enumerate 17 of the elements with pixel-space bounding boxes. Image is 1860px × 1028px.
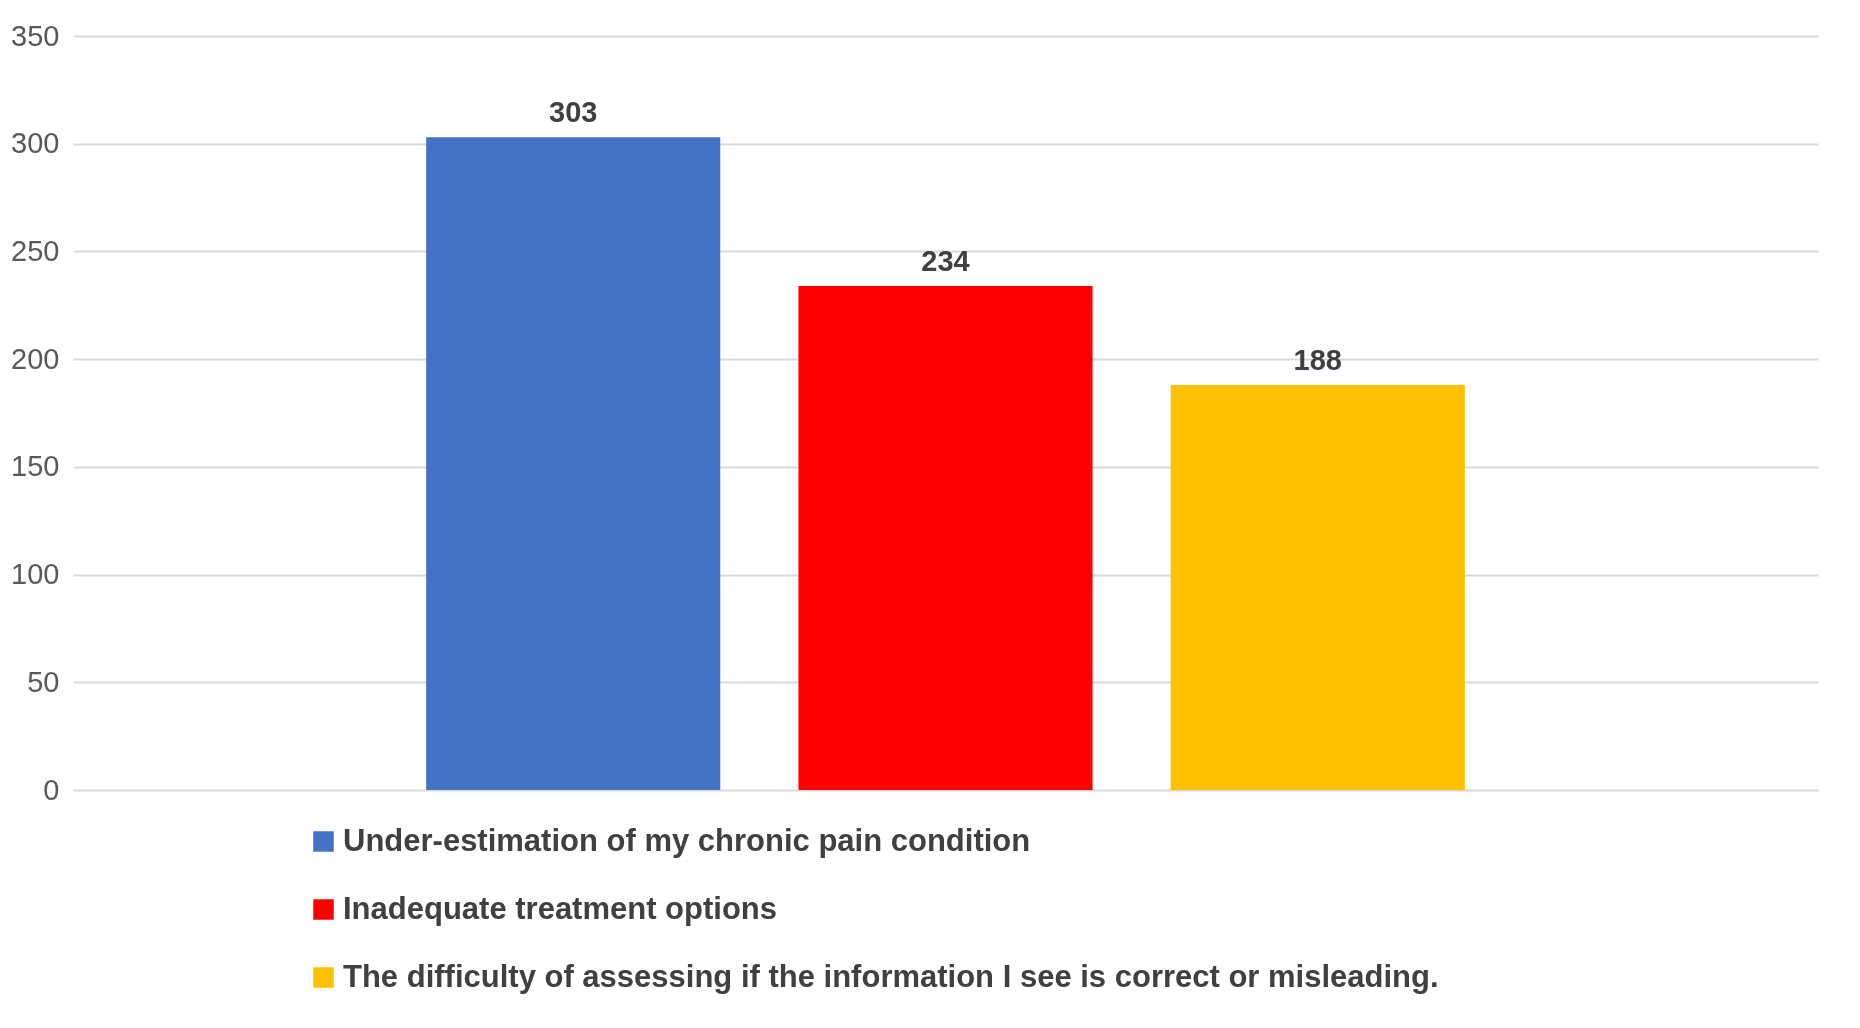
bar <box>426 137 721 790</box>
y-tick-label: 200 <box>11 342 60 375</box>
legend-label: The difficulty of assessing if the information I see is correct or misleading. <box>343 958 1439 994</box>
bar <box>798 285 1093 790</box>
data-label: 188 <box>1293 343 1342 376</box>
legend-label: Inadequate treatment options <box>343 890 778 926</box>
y-tick-label: 0 <box>43 773 60 806</box>
y-tick-label: 100 <box>11 558 60 591</box>
data-label: 234 <box>921 244 970 277</box>
y-tick-label: 150 <box>11 450 60 483</box>
y-tick-label: 350 <box>11 19 60 52</box>
bar <box>1170 384 1465 790</box>
y-tick-label: 50 <box>27 665 60 698</box>
y-tick-label: 250 <box>11 234 60 267</box>
y-tick-label: 300 <box>11 127 60 160</box>
data-label: 303 <box>549 96 598 129</box>
legend-label: Under-estimation of my chronic pain condition <box>343 822 1031 858</box>
